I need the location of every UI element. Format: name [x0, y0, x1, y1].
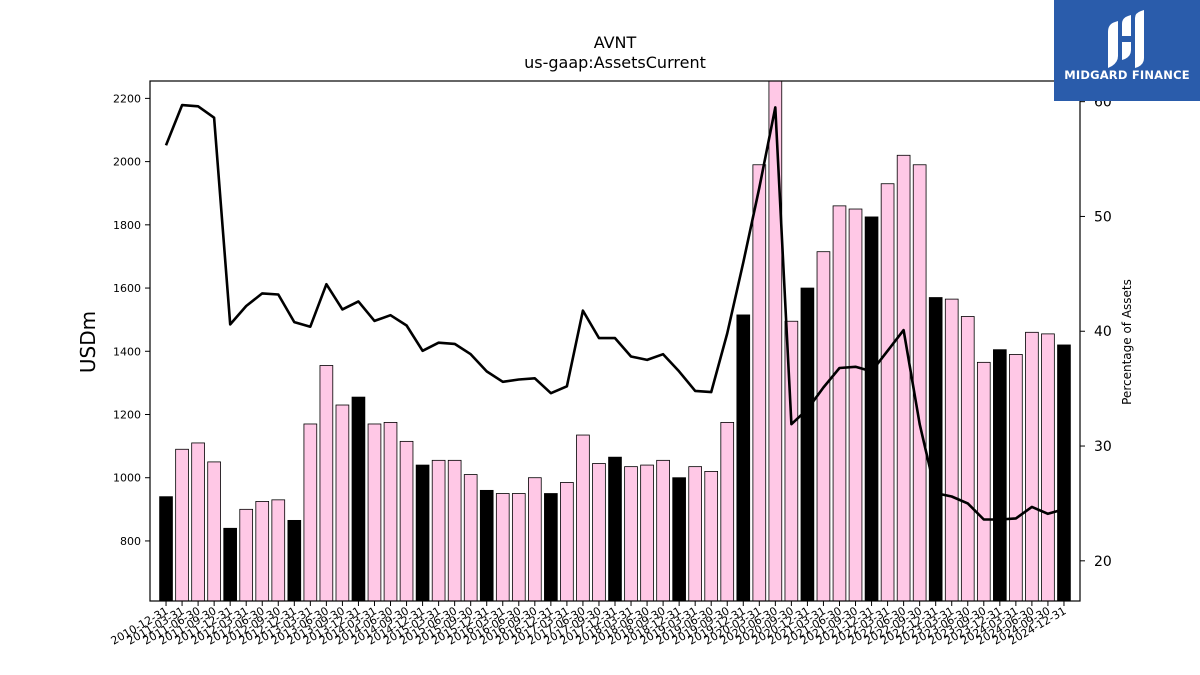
y-tick-label: 1000 [113, 472, 141, 485]
bar [928, 297, 943, 602]
bar [912, 164, 927, 602]
bar [896, 154, 911, 602]
bar [1009, 354, 1023, 602]
bar [239, 508, 254, 602]
bar [848, 208, 863, 602]
series-line [164, 103, 1065, 521]
bar [287, 519, 302, 602]
y-tick-label: 1200 [113, 408, 141, 421]
bar [624, 466, 638, 602]
y-tick-label: 2200 [113, 92, 141, 105]
axes-group: 8001000120014001600180020002200203040506… [109, 80, 1112, 648]
bar [223, 527, 237, 602]
bar [319, 365, 334, 602]
bar [960, 316, 975, 602]
y-tick-label: 1800 [113, 219, 141, 232]
y2-tick-label: 20 [1094, 554, 1112, 570]
bar [1025, 331, 1039, 602]
bar [592, 463, 606, 602]
bar [255, 501, 270, 602]
chart-subtitle: us-gaap:AssetsCurrent [524, 53, 706, 72]
bar [576, 434, 590, 602]
bar [383, 421, 398, 602]
bar [880, 183, 895, 602]
bar [351, 396, 366, 602]
bar [1057, 344, 1071, 602]
bar [495, 493, 510, 602]
bar [271, 499, 286, 602]
bar [784, 320, 799, 602]
bar [511, 493, 526, 602]
midgard-logo: MIDGARD FINANCE [1054, 0, 1200, 101]
bar [159, 496, 173, 602]
chart-title: AVNT [594, 33, 637, 52]
bar [816, 251, 831, 602]
bar [560, 482, 574, 602]
bar [528, 477, 542, 602]
y-tick-label: 800 [120, 535, 141, 548]
y-axis-label: USDm [76, 311, 100, 373]
y2-tick-label: 30 [1094, 439, 1112, 455]
bar [672, 477, 686, 602]
bars-group [159, 80, 1071, 602]
bar [768, 80, 783, 602]
bar [335, 404, 350, 602]
bar [640, 464, 654, 602]
y2-axis-label: Percentage of Assets [1120, 279, 1134, 405]
bar [944, 298, 959, 602]
bar [447, 459, 462, 602]
y-tick-label: 2000 [113, 156, 141, 169]
line-group [164, 103, 1065, 521]
bar [993, 349, 1007, 602]
bar [800, 287, 815, 602]
bar [175, 448, 189, 602]
bar [415, 464, 430, 602]
bar [864, 216, 879, 602]
midgard-logo-icon [1108, 10, 1144, 68]
bar [431, 459, 446, 602]
bar [736, 314, 751, 602]
y2-tick-label: 40 [1094, 324, 1112, 340]
y-tick-label: 1400 [113, 345, 141, 358]
bar [832, 205, 847, 602]
bar [704, 470, 719, 602]
bar [191, 442, 205, 602]
bar [720, 421, 735, 602]
bar [207, 461, 221, 602]
bar [688, 466, 702, 602]
y-tick-label: 1600 [113, 282, 141, 295]
bar [479, 489, 494, 602]
y2-tick-label: 50 [1094, 209, 1112, 225]
bar [544, 493, 558, 602]
bar [367, 423, 382, 602]
bar [1041, 333, 1055, 602]
bar [656, 459, 670, 602]
bar [463, 474, 478, 602]
bar [976, 361, 991, 602]
bar [608, 456, 622, 602]
bar [399, 440, 414, 602]
bar [303, 423, 318, 602]
bar [752, 164, 767, 602]
midgard-logo-text: MIDGARD FINANCE [1064, 68, 1190, 82]
